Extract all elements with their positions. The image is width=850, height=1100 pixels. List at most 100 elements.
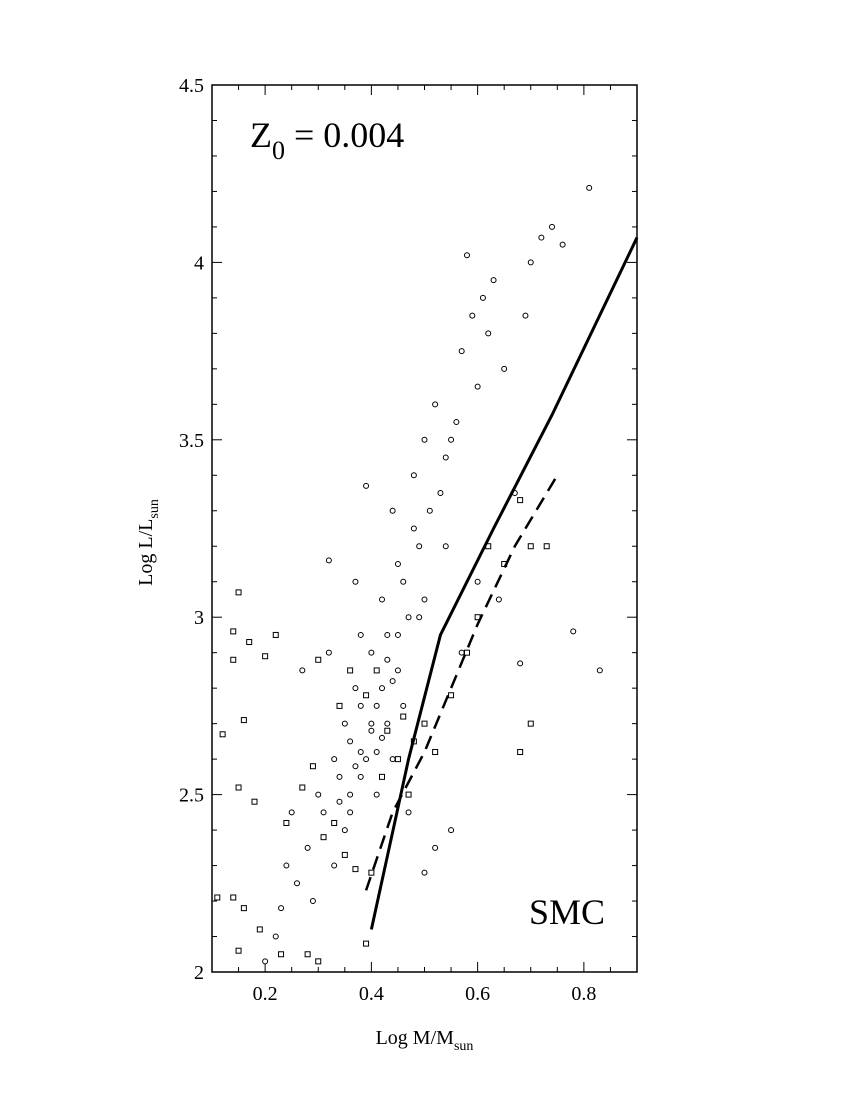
point: [527, 543, 534, 550]
point: [357, 631, 364, 638]
point: [559, 241, 566, 248]
point: [448, 827, 455, 834]
point: [230, 894, 237, 901]
point: [400, 578, 407, 585]
point: [432, 844, 439, 851]
point: [347, 791, 354, 798]
point: [294, 880, 300, 887]
point: [474, 578, 481, 585]
point: [442, 543, 449, 550]
point: [458, 348, 465, 355]
point: [230, 628, 237, 635]
point: [256, 926, 263, 933]
point: [538, 234, 545, 241]
point: [405, 791, 412, 798]
point: [474, 383, 481, 390]
point: [299, 667, 306, 674]
point: [235, 947, 242, 954]
x-axis-label-subscript: sun: [454, 1039, 473, 1054]
y-tick-label: 3: [194, 607, 204, 629]
point: [251, 798, 258, 805]
point: [309, 898, 316, 905]
point: [416, 614, 423, 621]
point: [283, 819, 290, 826]
point: [400, 713, 407, 720]
y-axis-label-subscript: sun: [147, 499, 162, 518]
point: [235, 784, 242, 791]
point: [325, 649, 332, 656]
point: [410, 525, 417, 532]
point: [384, 720, 391, 727]
point: [347, 667, 354, 674]
x-axis-label-text: Log M/M: [376, 1027, 455, 1049]
point: [517, 660, 524, 667]
x-axis-label: Log M/Msun: [376, 1027, 474, 1054]
point: [341, 720, 348, 727]
point: [394, 631, 401, 638]
y-tick-label: 3.5: [179, 430, 204, 452]
point: [373, 749, 380, 756]
point: [479, 294, 486, 301]
x-tick-label: 0.2: [253, 983, 278, 1005]
point: [437, 490, 444, 497]
point: [272, 933, 279, 940]
point: [315, 958, 322, 965]
point: [596, 667, 603, 674]
point: [549, 223, 555, 230]
point: [336, 702, 343, 709]
point: [368, 869, 375, 876]
point: [384, 631, 391, 638]
y-tick-label: 2: [194, 962, 204, 984]
point: [522, 312, 529, 319]
annotation-text: SMC: [529, 892, 605, 932]
point: [495, 596, 502, 603]
point: [405, 809, 412, 816]
point: [464, 252, 470, 259]
point: [219, 731, 226, 738]
point: [352, 866, 359, 873]
point: [352, 763, 359, 770]
annotation-suffix: = 0.004: [285, 115, 404, 155]
point: [336, 798, 343, 805]
point: [400, 702, 407, 709]
point: [373, 791, 380, 798]
point: [347, 738, 354, 745]
point: [299, 784, 306, 791]
point: [432, 401, 439, 408]
annotation: Z0 = 0.004: [250, 115, 404, 165]
y-tick-label: 4: [194, 252, 204, 274]
point: [485, 330, 492, 337]
point: [373, 702, 380, 709]
point: [517, 749, 524, 756]
x-tick-label: 0.4: [359, 983, 384, 1005]
point: [448, 692, 455, 699]
point: [490, 277, 497, 284]
point: [235, 589, 242, 596]
point: [309, 763, 316, 770]
point: [586, 184, 593, 191]
point: [448, 436, 455, 443]
point: [394, 560, 401, 567]
point: [214, 894, 221, 901]
point: [230, 656, 237, 663]
point: [272, 631, 279, 638]
point: [389, 678, 396, 685]
point: [304, 951, 311, 958]
annotation-subscript: 0: [272, 136, 285, 165]
y-tick-label: 2.5: [179, 785, 204, 807]
plot-frame: [211, 84, 638, 973]
point: [315, 791, 322, 798]
point: [442, 454, 449, 461]
point: [410, 472, 417, 479]
point: [394, 667, 401, 674]
point: [368, 649, 375, 656]
point: [453, 419, 460, 426]
y-axis-label-text: Log L/L: [135, 519, 157, 586]
point: [517, 497, 524, 504]
point: [501, 365, 508, 372]
annotation: SMC: [529, 892, 605, 932]
point: [368, 720, 375, 727]
point: [527, 259, 534, 266]
point: [352, 578, 359, 585]
